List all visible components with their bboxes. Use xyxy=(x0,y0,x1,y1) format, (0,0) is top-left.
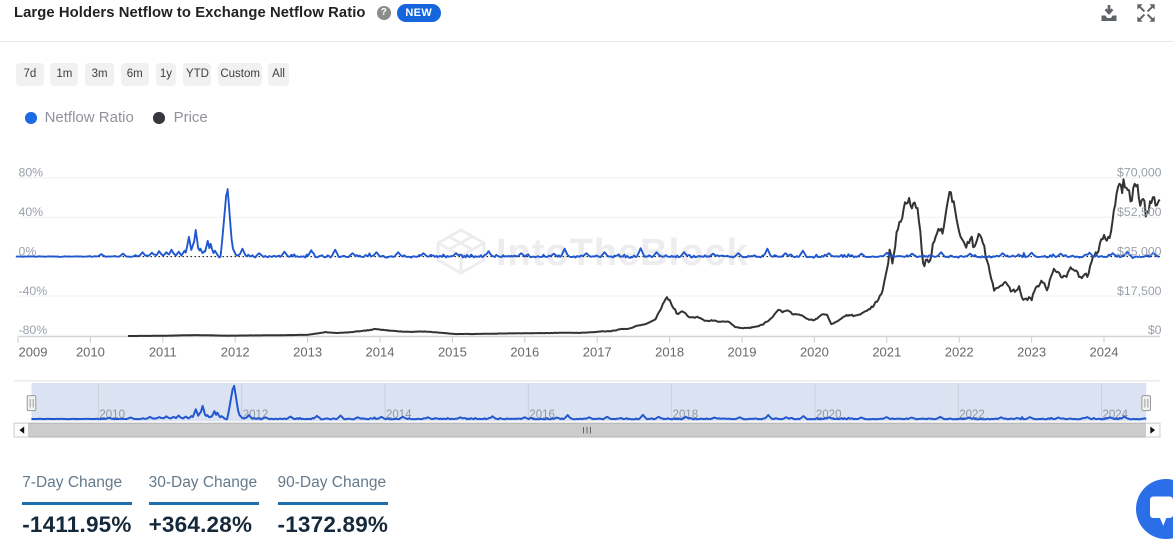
svg-text:$70,000: $70,000 xyxy=(1117,166,1162,180)
svg-text:2011: 2011 xyxy=(149,345,177,360)
svg-text:$35,000: $35,000 xyxy=(1117,244,1162,258)
svg-text:2021: 2021 xyxy=(872,345,901,360)
svg-text:2018: 2018 xyxy=(655,345,684,360)
svg-text:2020: 2020 xyxy=(800,345,829,360)
svg-text:2016: 2016 xyxy=(529,409,555,421)
svg-text:2017: 2017 xyxy=(583,345,612,360)
svg-text:-40%: -40% xyxy=(19,284,48,298)
svg-text:2014: 2014 xyxy=(366,345,395,360)
svg-text:40%: 40% xyxy=(19,205,44,219)
svg-text:$0: $0 xyxy=(1148,323,1162,337)
svg-text:2022: 2022 xyxy=(945,345,974,360)
svg-text:2009: 2009 xyxy=(19,345,48,360)
svg-text:2016: 2016 xyxy=(510,345,539,360)
svg-text:80%: 80% xyxy=(19,166,44,180)
svg-text:0%: 0% xyxy=(19,244,37,258)
svg-text:2015: 2015 xyxy=(438,345,467,360)
svg-text:$17,500: $17,500 xyxy=(1117,284,1162,298)
svg-text:-80%: -80% xyxy=(19,323,48,337)
svg-text:$52,500: $52,500 xyxy=(1117,205,1162,219)
svg-text:2012: 2012 xyxy=(221,345,250,360)
svg-text:2024: 2024 xyxy=(1090,345,1119,360)
svg-text:2019: 2019 xyxy=(728,345,757,360)
svg-text:IntoTheBlock: IntoTheBlock xyxy=(496,232,749,274)
svg-text:2013: 2013 xyxy=(293,345,322,360)
svg-text:2023: 2023 xyxy=(1017,345,1046,360)
svg-text:2010: 2010 xyxy=(76,345,105,360)
